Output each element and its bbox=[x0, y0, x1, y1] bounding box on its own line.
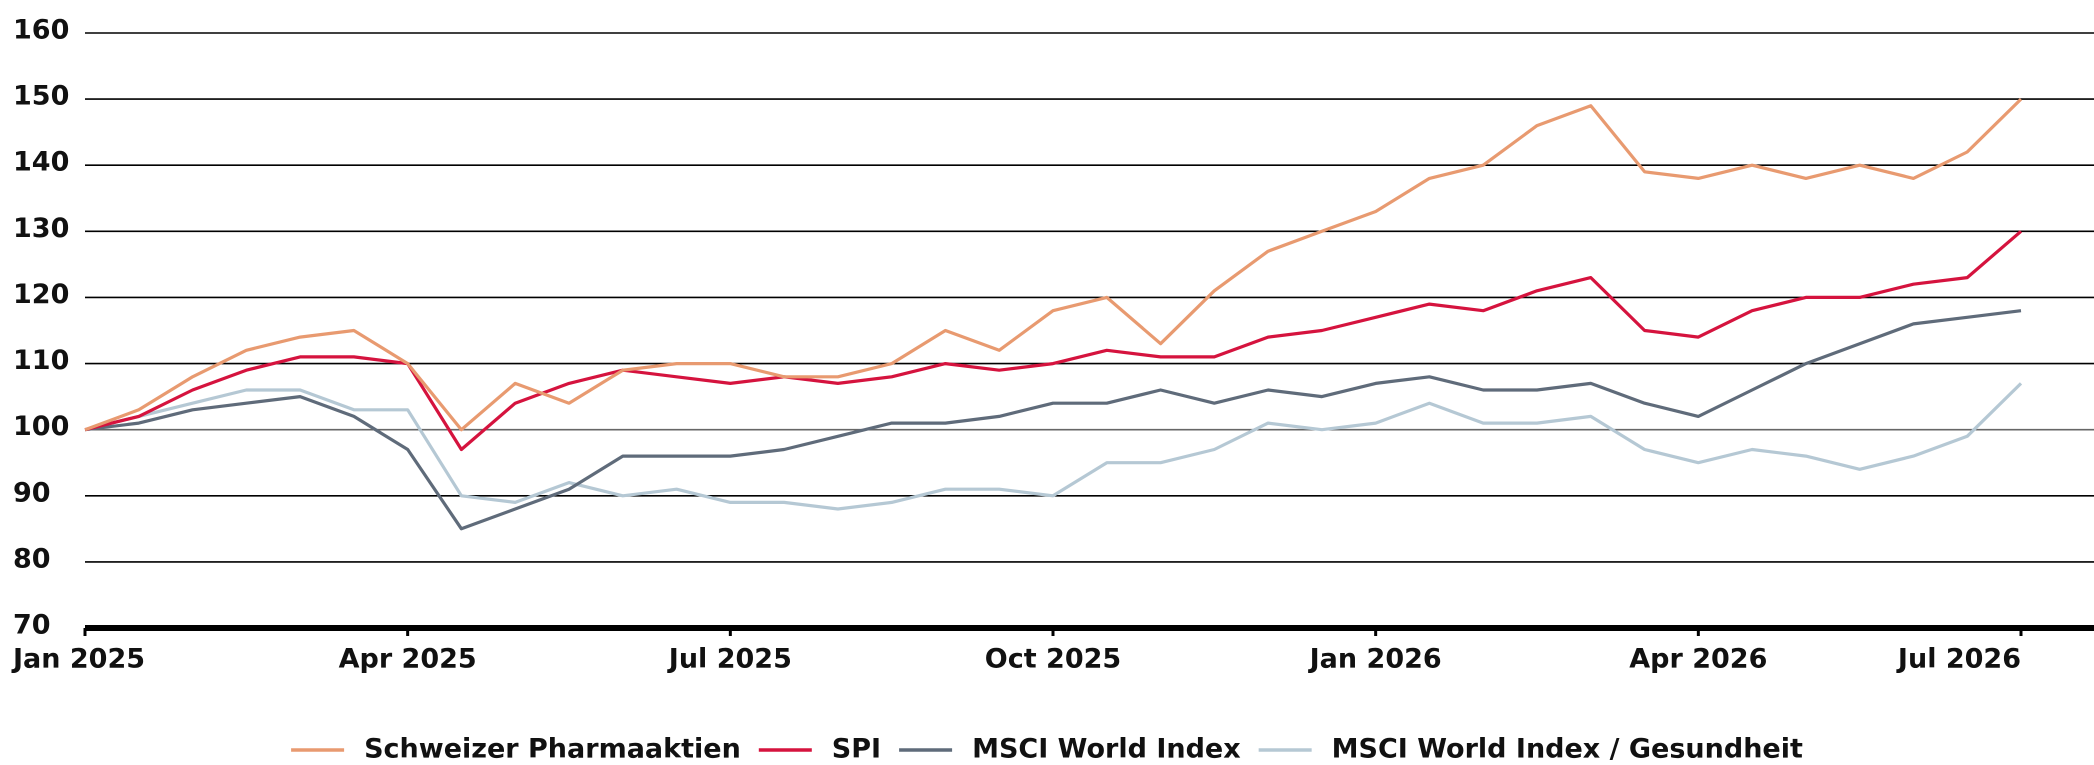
x-tick-label: Jan 2025 bbox=[11, 644, 145, 675]
y-tick-label: 150 bbox=[13, 81, 69, 112]
y-tick-label: 160 bbox=[13, 15, 69, 46]
series-line bbox=[84, 309, 2022, 531]
y-tick-label: 90 bbox=[13, 477, 51, 508]
x-tick-label: Apr 2025 bbox=[339, 644, 477, 675]
y-tick-label: 130 bbox=[13, 213, 69, 244]
x-tick-label: Apr 2026 bbox=[1629, 644, 1767, 675]
y-tick-label: 140 bbox=[13, 147, 69, 178]
y-tick-label: 120 bbox=[13, 279, 69, 310]
x-tick-label: Oct 2025 bbox=[985, 644, 1121, 675]
series-line bbox=[84, 230, 2023, 452]
series-line bbox=[84, 97, 2023, 432]
legend-label: SPI bbox=[832, 734, 881, 765]
series-line bbox=[84, 382, 2023, 511]
x-tick-label: Jul 2026 bbox=[1896, 644, 2021, 675]
y-tick-label: 100 bbox=[13, 411, 69, 442]
legend-label: MSCI World Index bbox=[972, 734, 1241, 765]
legend-label: Schweizer Pharmaaktien bbox=[364, 734, 741, 765]
y-tick-label: 80 bbox=[13, 543, 51, 574]
y-tick-label: 110 bbox=[13, 345, 69, 376]
y-tick-label: 70 bbox=[13, 610, 51, 641]
x-tick-label: Jan 2026 bbox=[1308, 644, 1442, 675]
legend-label: MSCI World Index / Gesundheit bbox=[1332, 734, 1803, 765]
x-tick-label: Jul 2025 bbox=[667, 644, 792, 675]
